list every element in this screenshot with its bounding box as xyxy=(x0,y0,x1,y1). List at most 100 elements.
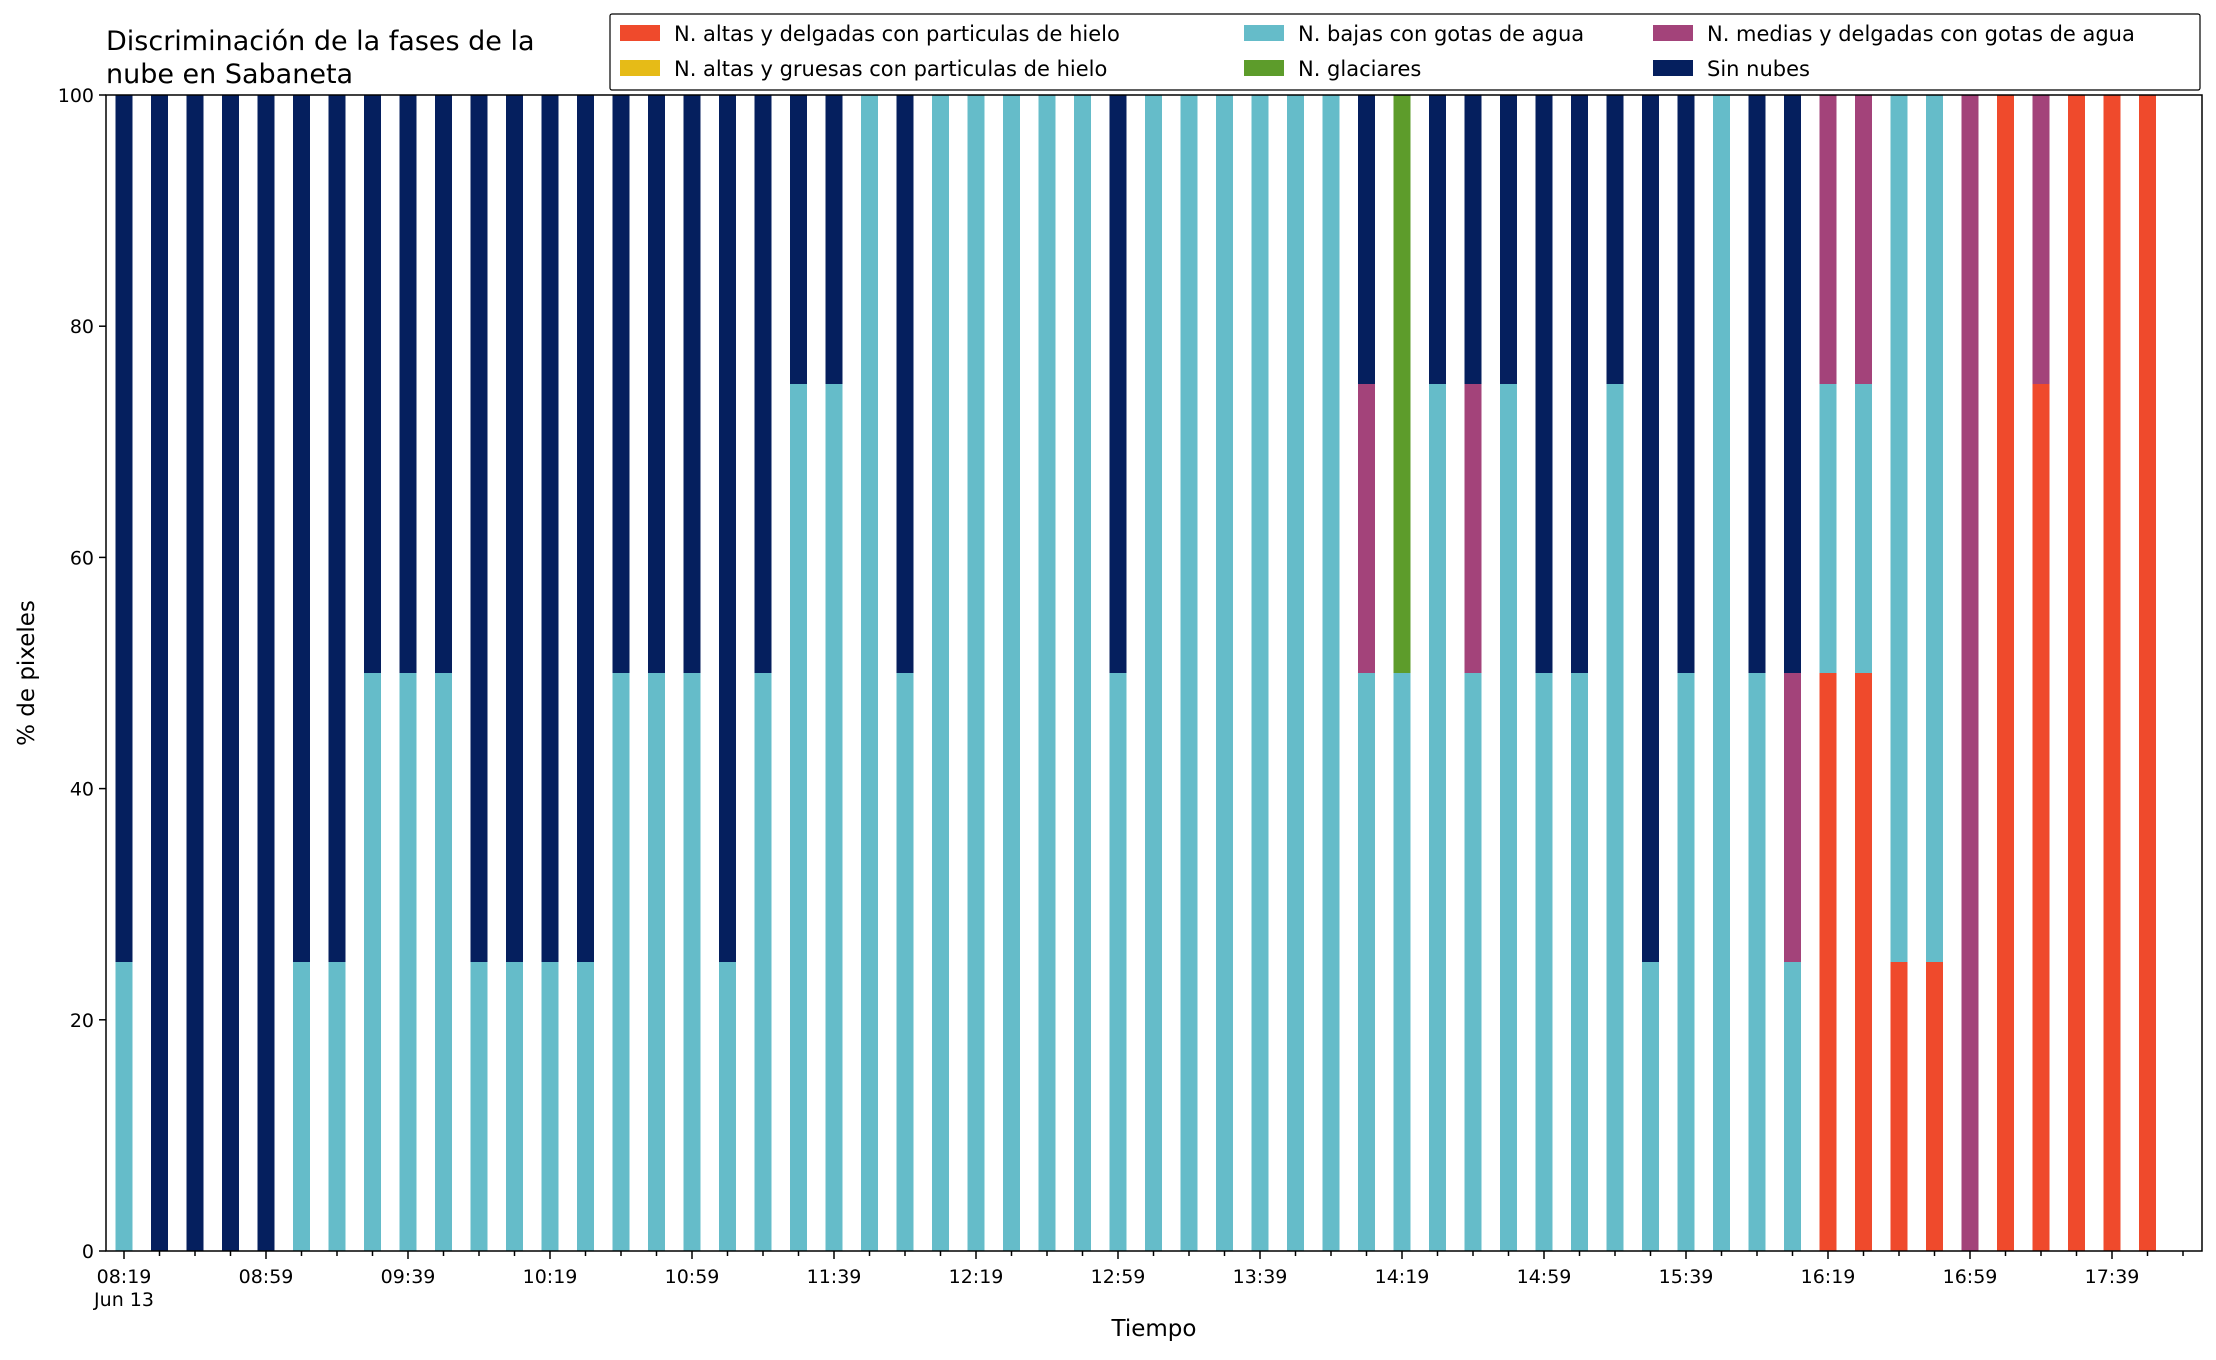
x-tick-label: 16:19 xyxy=(1801,1266,1856,1288)
y-axis-label: % de pixeles xyxy=(14,600,40,746)
bar-segment xyxy=(2032,384,2050,1251)
bar-segment xyxy=(1819,384,1837,673)
bar-segment xyxy=(1109,673,1127,1251)
bar-segment xyxy=(1287,95,1304,1251)
bar-segment xyxy=(1358,673,1375,1251)
bar-segment xyxy=(115,95,133,962)
bar-segment xyxy=(293,95,310,962)
bar-segment xyxy=(967,95,985,1251)
x-tick-label: 08:59 xyxy=(239,1266,294,1288)
bar-segment xyxy=(2139,95,2156,1251)
chart-title-line-1: Discriminación de la fases de la xyxy=(106,26,535,57)
bar-segment xyxy=(1642,962,1659,1251)
legend-swatch xyxy=(1244,25,1284,41)
x-tick-label: 08:19 xyxy=(97,1266,152,1288)
y-tick-label: 100 xyxy=(58,85,94,107)
x-tick-label: 09:39 xyxy=(381,1266,436,1288)
bar-segment xyxy=(754,95,772,673)
legend-label: N. bajas con gotas de agua xyxy=(1298,22,1584,46)
bar-segment xyxy=(1500,95,1517,384)
bar-segment xyxy=(1500,384,1517,1251)
bar-segment xyxy=(506,962,523,1251)
chart-title-line-2: nube en Sabaneta xyxy=(106,59,353,90)
bar-segment xyxy=(1322,95,1340,1251)
legend-label: N. altas y gruesas con particulas de hie… xyxy=(674,57,1107,81)
x-tick-label: 16:59 xyxy=(1943,1266,1998,1288)
bar-segment xyxy=(1571,95,1588,673)
y-tick-label: 80 xyxy=(70,316,94,338)
bar-segment xyxy=(1784,95,1801,673)
x-tick-label: 14:19 xyxy=(1375,1266,1430,1288)
bar-segment xyxy=(790,95,807,384)
bar-segment xyxy=(399,673,417,1251)
bar-segment xyxy=(1890,962,1908,1251)
bar-segment xyxy=(470,95,488,962)
bar-segment xyxy=(1038,95,1056,1251)
bar-segment xyxy=(1677,673,1695,1251)
bar-segment xyxy=(2032,95,2050,384)
x-tick-label: 10:19 xyxy=(523,1266,578,1288)
bar-segment xyxy=(1535,95,1553,673)
bar-segment xyxy=(754,673,772,1251)
bar-segment xyxy=(825,384,843,1251)
bar-segment xyxy=(1606,384,1624,1251)
bar-segment xyxy=(257,95,275,1251)
bar-segment xyxy=(293,962,310,1251)
bar-segment xyxy=(1003,95,1020,1251)
bar-segment xyxy=(683,673,701,1251)
bar-segment xyxy=(1464,95,1482,384)
legend-swatch xyxy=(620,60,660,76)
bar-segment xyxy=(1784,673,1801,962)
legend-swatch xyxy=(1244,60,1284,76)
bar-segment xyxy=(1358,384,1375,673)
legend-swatch xyxy=(620,25,660,41)
bar-segment xyxy=(364,95,381,673)
bar-segment xyxy=(151,95,168,1251)
bar-segment xyxy=(577,962,594,1251)
bar-segment xyxy=(719,95,736,962)
bar-segment xyxy=(328,962,346,1251)
bar-segment xyxy=(399,95,417,673)
y-tick-label: 40 xyxy=(70,779,94,801)
bar-segment xyxy=(541,962,559,1251)
bar-segment xyxy=(790,384,807,1251)
bar-segment xyxy=(1429,384,1446,1251)
bar-segment xyxy=(1819,95,1837,384)
bar-segment xyxy=(435,673,452,1251)
y-tick-label: 0 xyxy=(82,1241,94,1263)
bar-segment xyxy=(2103,95,2121,1251)
bar-segment xyxy=(719,962,736,1251)
bar-segment xyxy=(577,95,594,962)
legend: N. altas y delgadas con particulas de hi… xyxy=(609,13,2201,91)
bar-segment xyxy=(648,673,665,1251)
legend-swatch xyxy=(1653,60,1693,76)
bar-segment xyxy=(1961,95,1979,1251)
legend-label: N. glaciares xyxy=(1298,57,1421,81)
bar-segment xyxy=(896,95,914,673)
bar-segment xyxy=(1926,95,1943,962)
bar-segment xyxy=(1642,95,1659,962)
bar-segment xyxy=(1393,95,1411,673)
bar-segment xyxy=(648,95,665,673)
bar-segment xyxy=(1464,673,1482,1251)
bar-segment xyxy=(1677,95,1695,673)
bar-segment xyxy=(861,95,878,1251)
bar-segment xyxy=(1251,95,1269,1251)
bar-segment xyxy=(1535,673,1553,1251)
legend-label: N. medias y delgadas con gotas de agua xyxy=(1707,22,2135,46)
bar-segment xyxy=(1926,962,1943,1251)
bar-segment xyxy=(1145,95,1162,1251)
bars-layer xyxy=(115,95,2156,1251)
x-tick-label: 11:39 xyxy=(807,1266,862,1288)
y-axis: 0 20 40 60 80 100 xyxy=(58,85,106,1263)
bar-segment xyxy=(1571,673,1588,1251)
bar-segment xyxy=(1784,962,1801,1251)
bar-segment xyxy=(186,95,204,1251)
bar-segment xyxy=(364,673,381,1251)
x-tick-label: 10:59 xyxy=(665,1266,720,1288)
bar-segment xyxy=(896,673,914,1251)
bar-segment xyxy=(222,95,239,1251)
bar-segment xyxy=(1393,673,1411,1251)
